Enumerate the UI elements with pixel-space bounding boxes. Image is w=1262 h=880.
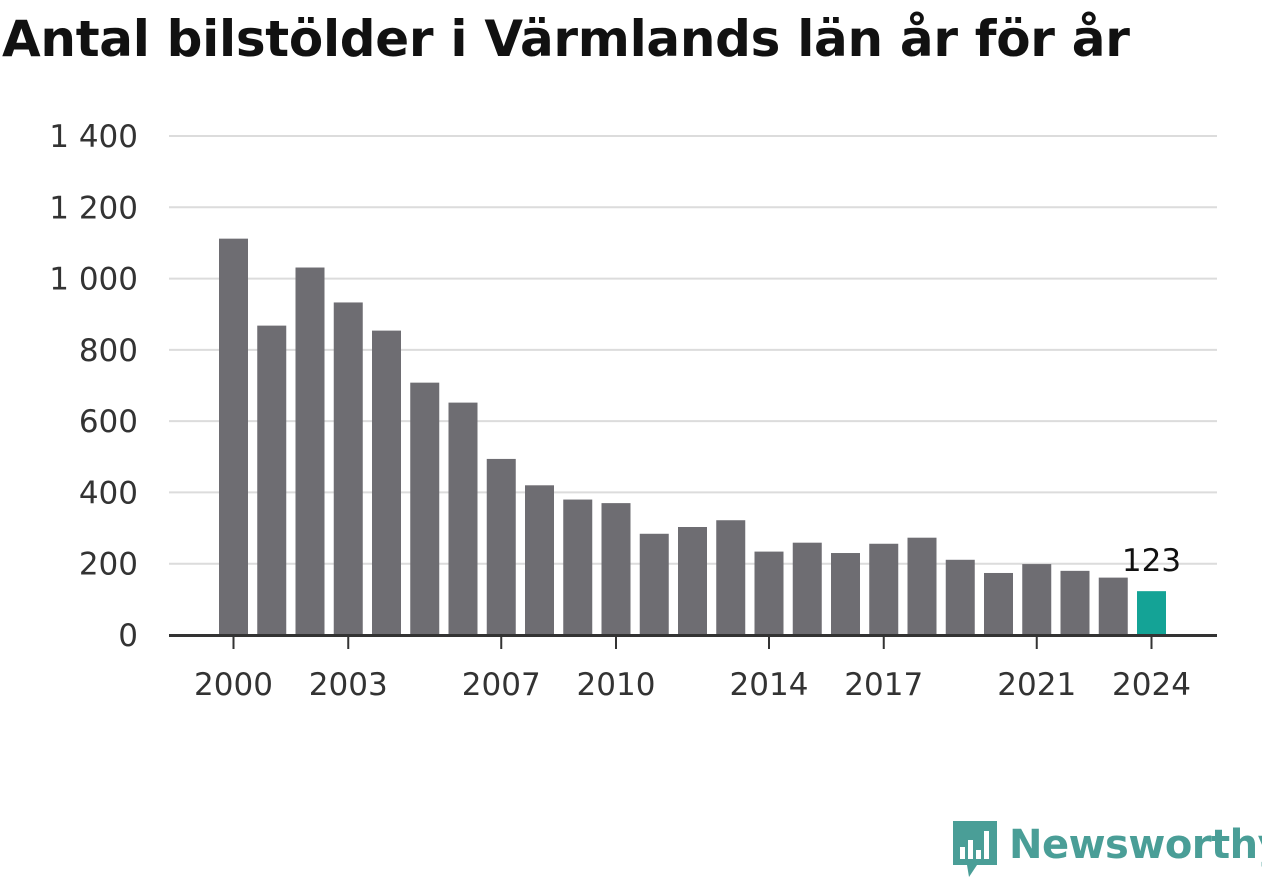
bar — [792, 542, 822, 635]
bar — [257, 325, 287, 635]
bar-chart-speech-bubble-icon — [953, 821, 997, 877]
grid-lines — [169, 135, 1217, 565]
y-tick-label: 600 — [79, 404, 138, 440]
bar — [869, 543, 899, 635]
bar — [678, 527, 707, 635]
x-tick-label: 2017 — [844, 667, 923, 703]
x-tick-label: 2021 — [997, 667, 1076, 703]
x-tick-label: 2007 — [462, 667, 541, 703]
bar — [716, 520, 746, 635]
bar — [945, 559, 975, 635]
y-tick-label: 1 000 — [49, 262, 138, 298]
y-tick-label: 0 — [118, 618, 138, 654]
x-tick-label: 2003 — [309, 667, 388, 703]
bar — [601, 503, 631, 635]
bar — [1098, 577, 1128, 635]
bars — [219, 238, 1166, 635]
data-label: 123 — [1122, 543, 1181, 579]
bar — [563, 499, 593, 635]
brand-logo: Newsworthy — [951, 818, 1262, 880]
bar — [448, 402, 478, 635]
x-axis — [169, 634, 1217, 649]
y-tick-label: 800 — [79, 333, 138, 369]
bar — [525, 485, 554, 635]
bar — [639, 533, 669, 635]
bar — [754, 551, 784, 635]
bar — [372, 330, 401, 635]
y-axis-tick-labels: 0 200 400 600 800 1 000 1 200 1 400 — [49, 119, 138, 654]
bar — [219, 238, 248, 635]
y-tick-label: 200 — [79, 547, 138, 583]
annotations: 123 — [1122, 543, 1181, 579]
bar — [333, 302, 363, 635]
bar-highlighted — [1137, 591, 1166, 635]
bar — [1022, 564, 1052, 635]
chart-title: Antal bilstölder i Värmlands län år för … — [2, 10, 1130, 68]
bar — [831, 553, 860, 635]
brand-name: Newsworthy — [1009, 822, 1262, 868]
bar — [984, 572, 1013, 635]
bar — [486, 458, 516, 635]
bar — [1060, 570, 1090, 635]
y-tick-label: 1 200 — [49, 190, 138, 226]
y-tick-label: 400 — [79, 475, 138, 511]
y-tick-label: 1 400 — [49, 119, 138, 155]
x-tick-label: 2014 — [730, 667, 809, 703]
bar — [907, 537, 937, 635]
x-axis-tick-labels: 2000 2003 2007 2010 2014 2017 2021 2024 — [194, 667, 1191, 703]
x-tick-label: 2010 — [577, 667, 656, 703]
bar — [410, 382, 440, 635]
bar — [295, 267, 325, 635]
x-tick-label: 2000 — [194, 667, 273, 703]
x-tick-label: 2024 — [1112, 667, 1191, 703]
